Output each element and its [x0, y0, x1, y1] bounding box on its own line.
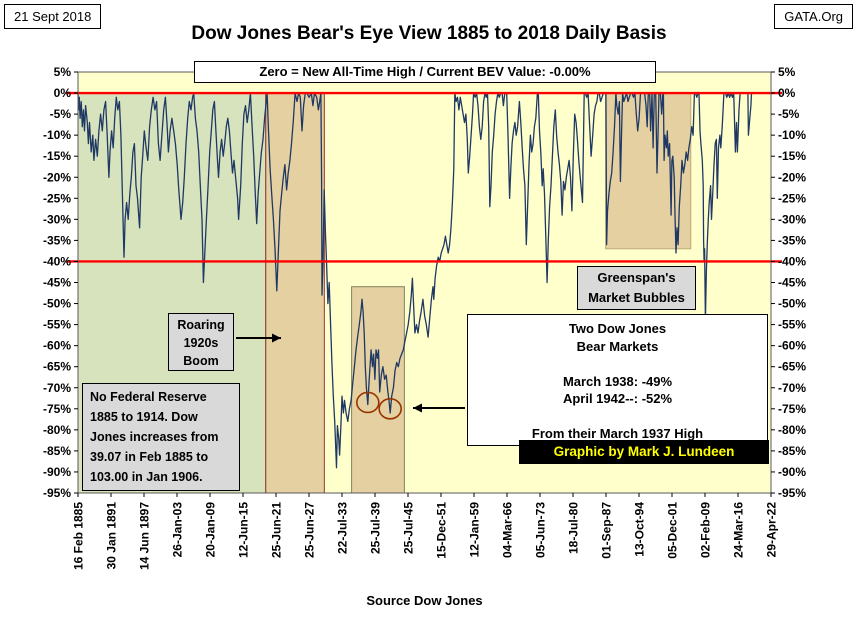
date-box: 21 Sept 2018: [4, 4, 102, 29]
y-tick-label-right: -70%: [778, 381, 806, 395]
y-tick-label-right: -45%: [778, 276, 806, 290]
x-tick-label: 13-Oct-94: [633, 502, 647, 557]
y-tick-label-left: -25%: [43, 191, 71, 205]
x-tick-label: 04-Mar-66: [501, 502, 515, 558]
y-tick-label-left: -55%: [43, 318, 71, 332]
no-federal-reserve-note: No Federal Reserve 1885 to 1914. Dow Jon…: [82, 383, 240, 491]
x-tick-label: 25-Jun-27: [303, 502, 317, 558]
y-tick-label-right: -90%: [778, 465, 806, 479]
y-tick-label-right: 0%: [778, 86, 796, 100]
y-tick-label-left: -35%: [43, 233, 71, 247]
y-tick-label-right: -40%: [778, 254, 806, 268]
y-tick-label-right: -80%: [778, 423, 806, 437]
bear-markets-arrow-icon-head: [413, 403, 422, 413]
y-tick-label-left: -80%: [43, 423, 71, 437]
region-roaring-1920s: [265, 92, 325, 494]
x-tick-label: 15-Dec-51: [435, 502, 449, 559]
roaring-1920s-note: Roaring 1920s Boom: [168, 313, 234, 371]
y-tick-label-right: -95%: [778, 486, 806, 500]
x-axis-title: Source Dow Jones: [366, 593, 483, 608]
y-tick-label-right: -20%: [778, 170, 806, 184]
y-tick-label-right: -75%: [778, 402, 806, 416]
y-tick-label-left: -50%: [43, 297, 71, 311]
y-tick-label-left: -95%: [43, 486, 71, 500]
greenspan-bubbles-note: Greenspan's Market Bubbles: [577, 266, 696, 310]
y-tick-label-left: -60%: [43, 339, 71, 353]
x-tick-label: 26-Jan-03: [171, 502, 185, 558]
y-tick-label-left: -65%: [43, 360, 71, 374]
x-tick-label: 12-Jan-59: [468, 502, 482, 558]
two-bear-markets-note: Two Dow Jones Bear Markets March 1938: -…: [467, 314, 768, 446]
roaring-arrow-icon-head: [272, 333, 281, 343]
x-tick-label: 24-Mar-16: [732, 502, 746, 558]
x-tick-label: 25-Jul-45: [402, 502, 416, 554]
bear-bottom-circle: [378, 397, 402, 420]
y-tick-label-left: -45%: [43, 276, 71, 290]
y-tick-label-left: -15%: [43, 149, 71, 163]
y-tick-label-right: -85%: [778, 444, 806, 458]
x-tick-label: 05-Dec-01: [666, 502, 680, 559]
y-tick-label-right: -35%: [778, 233, 806, 247]
y-tick-label-right: -50%: [778, 297, 806, 311]
chart-title: Dow Jones Bear's Eye View 1885 to 2018 D…: [191, 23, 667, 44]
region-two-bear-markets: [351, 286, 405, 494]
x-tick-label: 14 Jun 1897: [138, 502, 152, 570]
y-tick-label-left: -90%: [43, 465, 71, 479]
x-tick-label: 30 Jan 1891: [105, 502, 119, 570]
x-tick-label: 18-Jul-80: [567, 502, 581, 554]
y-tick-label-left: -20%: [43, 170, 71, 184]
y-tick-label-right: -15%: [778, 149, 806, 163]
x-tick-label: 01-Sep-87: [600, 502, 614, 559]
y-tick-label-right: 5%: [778, 65, 796, 79]
x-tick-label: 05-Jun-73: [534, 502, 548, 558]
y-tick-label-right: -10%: [778, 128, 806, 142]
y-tick-label-left: 5%: [54, 65, 72, 79]
x-tick-label: 29-Apr-22: [765, 502, 779, 558]
credit-banner: Graphic by Mark J. Lundeen: [519, 440, 769, 464]
y-tick-label-right: -60%: [778, 339, 806, 353]
x-tick-label: 16 Feb 1885: [72, 502, 86, 570]
y-tick-label-left: -85%: [43, 444, 71, 458]
y-tick-label-left: -5%: [50, 107, 72, 121]
y-tick-label-left: -70%: [43, 381, 71, 395]
x-tick-label: 25-Jul-39: [369, 502, 383, 554]
y-tick-label-right: -65%: [778, 360, 806, 374]
x-tick-label: 25-Jun-21: [270, 502, 284, 558]
bear-bottom-circle: [356, 391, 380, 414]
y-tick-label-left: -10%: [43, 128, 71, 142]
y-tick-label-left: -40%: [43, 254, 71, 268]
x-tick-label: 12-Jun-15: [237, 502, 251, 558]
subtitle-box: Zero = New All-Time High / Current BEV V…: [194, 61, 656, 83]
y-tick-label-right: -30%: [778, 212, 806, 226]
y-tick-label-left: -30%: [43, 212, 71, 226]
x-tick-label: 20-Jan-09: [204, 502, 218, 558]
y-tick-label-left: 0%: [54, 86, 72, 100]
gata-org-label: GATA.Org: [774, 4, 853, 29]
y-tick-label-right: -55%: [778, 318, 806, 332]
y-tick-label-left: -75%: [43, 402, 71, 416]
x-tick-label: 02-Feb-09: [699, 502, 713, 558]
y-tick-label-right: -5%: [778, 107, 800, 121]
y-tick-label-right: -25%: [778, 191, 806, 205]
region-greenspan-bubbles: [605, 92, 692, 250]
x-tick-label: 22-Jul-33: [336, 502, 350, 554]
